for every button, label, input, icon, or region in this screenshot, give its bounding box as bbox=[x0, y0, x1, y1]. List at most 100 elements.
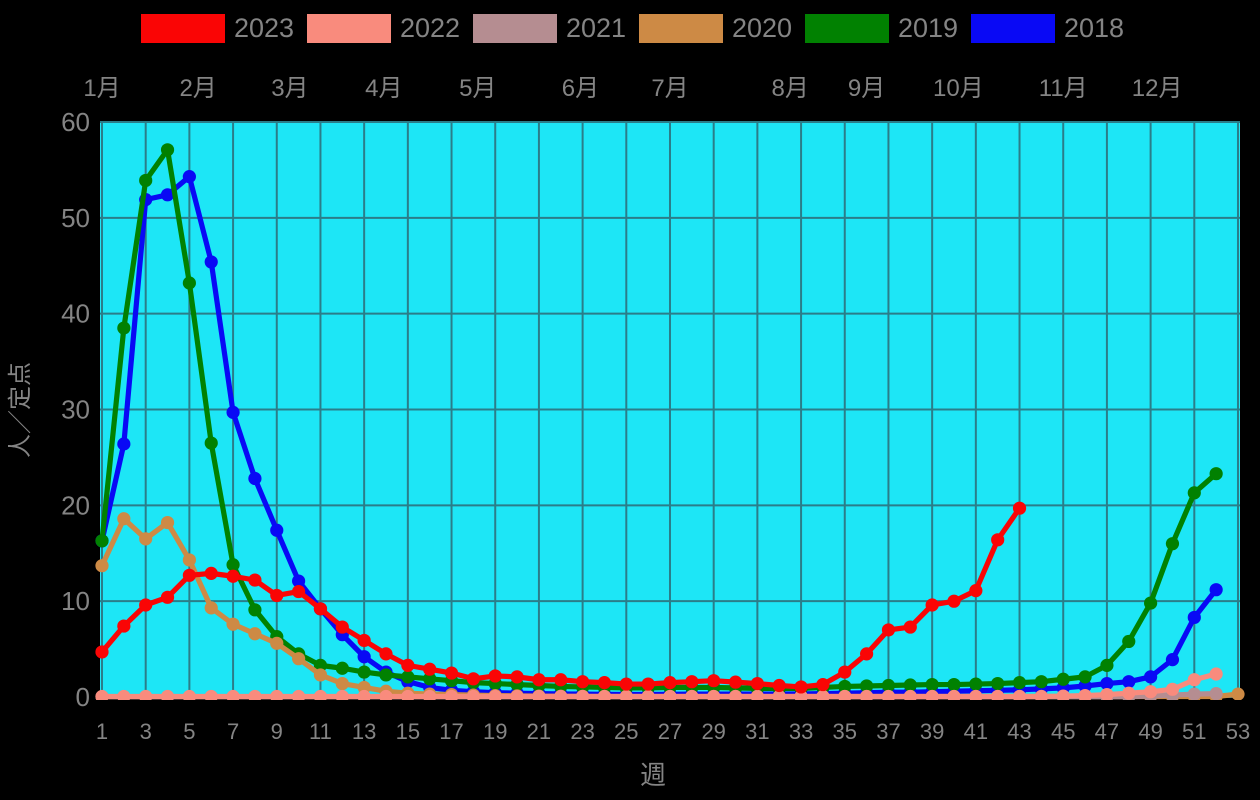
series-2023-point-w11 bbox=[313, 602, 328, 616]
series-2022-point-w51 bbox=[1187, 673, 1201, 687]
series-2023-point-w30 bbox=[728, 675, 743, 689]
series-2020-point-w3 bbox=[139, 532, 153, 546]
series-2020-point-w53 bbox=[1231, 687, 1245, 700]
series-2019-point-w47 bbox=[1100, 658, 1114, 672]
series-2018-point-w2 bbox=[117, 437, 131, 451]
series-2023-point-w4 bbox=[160, 590, 175, 604]
legend-swatch-2021 bbox=[473, 14, 557, 43]
series-2023-point-w23 bbox=[576, 675, 590, 689]
series-2022-point-w40 bbox=[947, 689, 961, 700]
y-axis-title: 人／定点 bbox=[7, 362, 34, 458]
series-2022-point-w27 bbox=[663, 689, 677, 700]
series-2023-point-w32 bbox=[772, 678, 786, 693]
month-label-8月: 8月 bbox=[771, 75, 808, 102]
series-2022-point-w2 bbox=[117, 689, 131, 700]
series-2023-point-w8 bbox=[248, 573, 262, 587]
series-2019-point-w13 bbox=[357, 665, 371, 679]
legend-item-2023: 2023 bbox=[141, 14, 307, 43]
x-tick-label-11: 11 bbox=[309, 719, 332, 744]
month-label-10月: 10月 bbox=[933, 75, 984, 102]
series-2022-point-w17 bbox=[444, 689, 459, 700]
series-2023-point-w17 bbox=[444, 666, 459, 680]
series-2023-point-w24 bbox=[597, 676, 612, 690]
series-2019-point-w7 bbox=[226, 558, 240, 572]
legend-label-2019: 2019 bbox=[898, 13, 959, 43]
series-2019-point-w39 bbox=[925, 677, 939, 692]
series-2022 bbox=[95, 667, 1223, 700]
legend-swatch-2018 bbox=[971, 14, 1055, 43]
series-2022-point-w44 bbox=[1034, 689, 1048, 700]
x-tick-label-33: 33 bbox=[789, 719, 813, 744]
series-2019-point-w35 bbox=[838, 679, 852, 694]
x-tick-label-39: 39 bbox=[920, 719, 944, 744]
legend-item-2019: 2019 bbox=[805, 14, 971, 43]
series-2023-point-w6 bbox=[204, 566, 218, 580]
month-label-7月: 7月 bbox=[651, 75, 688, 102]
series-2023-point-w37 bbox=[881, 623, 896, 637]
series-2022-point-w6 bbox=[204, 689, 218, 700]
series-2018-point-w51 bbox=[1187, 610, 1201, 625]
series-2022-point-w28 bbox=[685, 689, 699, 700]
month-label-5月: 5月 bbox=[459, 75, 496, 102]
legend-item-2020: 2020 bbox=[639, 14, 805, 43]
series-layer bbox=[95, 143, 1245, 700]
series-2023-point-w43 bbox=[1012, 501, 1027, 515]
series-2019-point-w36 bbox=[860, 679, 874, 693]
series-2020-point-w6 bbox=[204, 601, 218, 615]
series-2023-point-w34 bbox=[816, 677, 830, 692]
series-2022-point-w11 bbox=[313, 689, 328, 700]
series-2018-point-w47 bbox=[1100, 676, 1114, 691]
series-2021-point-w51 bbox=[1187, 687, 1201, 700]
series-2023-point-w38 bbox=[903, 620, 917, 634]
series-2018-point-w8 bbox=[248, 471, 262, 486]
series-2022-point-w37 bbox=[881, 689, 896, 700]
x-tick-label-5: 5 bbox=[183, 719, 195, 744]
x-tick-label-47: 47 bbox=[1095, 719, 1119, 744]
series-2023-point-w10 bbox=[292, 584, 306, 599]
series-2019-point-w12 bbox=[335, 661, 349, 675]
series-2023-point-w9 bbox=[270, 588, 284, 603]
x-tick-label-29: 29 bbox=[701, 719, 725, 744]
x-tick-label-13: 13 bbox=[352, 719, 376, 744]
series-2023-point-w33 bbox=[794, 680, 808, 694]
legend-label-2020: 2020 bbox=[732, 13, 793, 43]
series-2020-point-w12 bbox=[335, 676, 349, 691]
y-tick-label-30: 30 bbox=[61, 395, 90, 425]
series-2022-point-w43 bbox=[1012, 689, 1027, 700]
x-tick-label-25: 25 bbox=[614, 719, 638, 744]
x-tick-label-37: 37 bbox=[876, 719, 900, 744]
month-label-4月: 4月 bbox=[365, 75, 402, 102]
x-tick-label-9: 9 bbox=[271, 719, 283, 744]
series-2019-point-w49 bbox=[1144, 596, 1158, 610]
series-2023-point-w20 bbox=[510, 670, 524, 684]
month-label-1月: 1月 bbox=[83, 75, 120, 102]
series-2022-point-w48 bbox=[1122, 686, 1136, 700]
series-2019-point-w46 bbox=[1078, 670, 1092, 684]
x-tick-label-51: 51 bbox=[1182, 719, 1206, 744]
series-2019-line bbox=[99, 147, 1219, 691]
series-2023-point-w16 bbox=[423, 662, 437, 676]
series-2022-point-w5 bbox=[182, 689, 196, 700]
x-tick-label-1: 1 bbox=[96, 719, 108, 744]
series-2019-point-w4 bbox=[160, 143, 175, 157]
series-2023-point-w21 bbox=[532, 673, 546, 687]
series-2018-point-w49 bbox=[1144, 670, 1158, 684]
series-2018-point-w10 bbox=[292, 574, 306, 588]
series-2018-point-w7 bbox=[226, 405, 240, 419]
series-2023-point-w40 bbox=[947, 594, 961, 608]
series-2022-point-w26 bbox=[641, 689, 655, 700]
series-2023-point-w5 bbox=[182, 568, 196, 582]
series-2018-point-w4 bbox=[160, 188, 175, 202]
series-2019-point-w14 bbox=[379, 668, 393, 682]
series-2022-point-w34 bbox=[816, 689, 830, 700]
month-label-9月: 9月 bbox=[848, 75, 885, 102]
y-tick-label-60: 60 bbox=[61, 107, 90, 137]
series-2023-point-w7 bbox=[226, 569, 240, 583]
series-2023-point-w39 bbox=[925, 598, 939, 612]
series-2019-point-w51 bbox=[1187, 486, 1201, 500]
series-2018-point-w6 bbox=[204, 255, 218, 269]
series-2019-point-w40 bbox=[947, 677, 961, 692]
series-2022-point-w30 bbox=[728, 689, 743, 700]
series-2023-point-w36 bbox=[860, 647, 874, 661]
